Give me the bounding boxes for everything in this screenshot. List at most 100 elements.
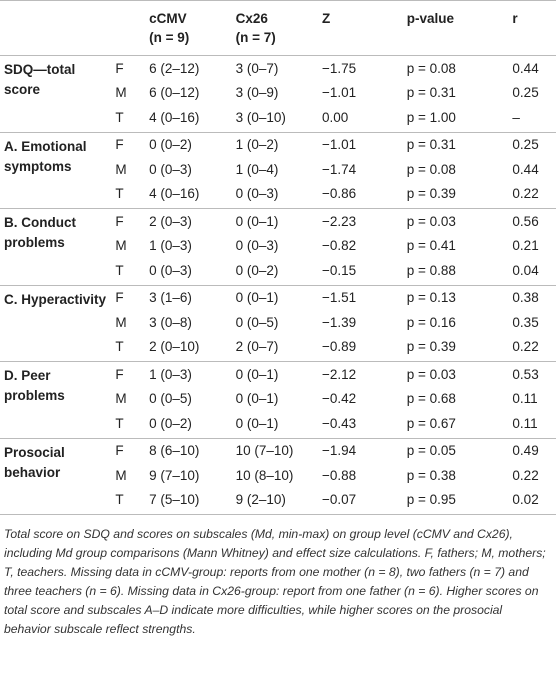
group-label: B. Conduct problems	[4, 215, 76, 250]
table-row: M 3 (0–8) 0 (0–5) −1.39 p = 0.16 0.35	[0, 310, 556, 335]
cell: 1 (0–3)	[149, 238, 192, 254]
rater: M	[115, 314, 127, 330]
table-row: T 7 (5–10) 9 (2–10) −0.07 p = 0.95 0.02	[0, 488, 556, 515]
table-row: M 0 (0–5) 0 (0–1) −0.42 p = 0.68 0.11	[0, 387, 556, 412]
cell: 0.25	[512, 137, 539, 153]
cell: −1.51	[321, 290, 357, 306]
cell: −0.07	[321, 492, 357, 508]
table-row: T 2 (0–10) 2 (0–7) −0.89 p = 0.39 0.22	[0, 335, 556, 362]
group-label: C. Hyperactivity	[4, 291, 107, 307]
cell: 0.11	[512, 415, 538, 431]
rater: F	[115, 443, 124, 459]
group-label: SDQ—total score	[4, 62, 76, 97]
table-row: B. Conduct problems F 2 (0–3) 0 (0–1) −2.23 p…	[0, 209, 556, 250]
cell: 2 (0–10)	[149, 339, 200, 355]
cell: 1 (0–2)	[235, 137, 279, 153]
cell: 0.04	[512, 262, 539, 278]
cell: 0 (0–1)	[235, 290, 279, 306]
row-group: SDQ—total score F 6 (2–12) 3 (0–7) −1.75 p = …	[0, 56, 556, 132]
cell: p = 0.39	[406, 186, 456, 202]
row-group: B. Conduct problems F 2 (0–3) 0 (0–1) −2.23 p…	[0, 209, 556, 285]
cell: 0 (0–1)	[235, 366, 279, 382]
table-row: M 0 (0–3) 1 (0–4) −1.74 p = 0.08 0.44	[0, 157, 556, 182]
cell: p = 0.95	[406, 492, 456, 508]
rater: F	[115, 137, 124, 153]
cell: 0 (0–2)	[149, 137, 192, 153]
table-footnote: Total score on SDQ and scores on subscal…	[4, 527, 546, 636]
cell: −0.89	[321, 339, 357, 355]
cell: p = 0.31	[406, 137, 456, 153]
cell: 0 (0–5)	[149, 391, 192, 407]
rater: T	[115, 262, 124, 278]
table-row: T 0 (0–2) 0 (0–1) −0.43 p = 0.67 0.11	[0, 411, 556, 438]
table-row: A. Emotional symptoms F 0 (0–2) 1 (0–2) −1.0…	[0, 132, 556, 173]
cell: 0 (0–3)	[235, 238, 279, 254]
cell: 0.22	[512, 186, 539, 202]
cell: 2 (0–3)	[149, 213, 192, 229]
table-row: M 1 (0–3) 0 (0–3) −0.82 p = 0.41 0.21	[0, 234, 556, 259]
cell: 9 (7–10)	[149, 467, 200, 483]
cell: 0 (0–1)	[235, 415, 279, 431]
cell: p = 0.67	[406, 415, 456, 431]
header-spacer	[111, 1, 137, 56]
row-group: A. Emotional symptoms F 0 (0–2) 1 (0–2) −1.0…	[0, 132, 556, 209]
cell: −0.88	[321, 467, 357, 483]
cell: 0 (0–2)	[149, 415, 192, 431]
cell: −1.75	[321, 60, 357, 76]
cell: 0.49	[512, 443, 539, 459]
table-row: C. Hyperactivity F 3 (1–6) 0 (0–1) −1.51 p = …	[0, 285, 556, 310]
column-subtitle: (n = 7)	[235, 30, 276, 45]
table-row: T 0 (0–3) 0 (0–2) −0.15 p = 0.88 0.04	[0, 258, 556, 285]
cell: p = 0.08	[406, 161, 456, 177]
rater: T	[115, 415, 124, 431]
cell: −0.15	[321, 262, 357, 278]
cell: −2.23	[321, 213, 357, 229]
row-group: Prosocial behavior F 8 (6–10) 10 (7–10) −1.9…	[0, 438, 556, 515]
cell: 9 (2–10)	[235, 492, 286, 508]
column-header: p-value	[395, 1, 509, 56]
cell: 0 (0–3)	[235, 186, 279, 202]
cell: 0.38	[512, 290, 539, 306]
cell: 0 (0–1)	[235, 391, 279, 407]
cell: 10 (8–10)	[235, 467, 294, 483]
cell: 0.02	[512, 492, 539, 508]
rater: M	[115, 85, 127, 101]
cell: 0.44	[512, 60, 539, 76]
cell: −1.94	[321, 443, 357, 459]
cell: 3 (0–9)	[235, 85, 279, 101]
table-row: M 9 (7–10) 10 (8–10) −0.88 p = 0.38 0.22	[0, 463, 556, 488]
cell: −1.74	[321, 161, 357, 177]
group-label: D. Peer problems	[4, 368, 65, 403]
cell: 6 (0–12)	[149, 85, 200, 101]
cell: –	[512, 109, 520, 125]
row-group: C. Hyperactivity F 3 (1–6) 0 (0–1) −1.51 p = …	[0, 285, 556, 362]
table-row: SDQ—total score F 6 (2–12) 3 (0–7) −1.75 p = …	[0, 56, 556, 97]
column-header: Z	[318, 1, 395, 56]
cell: 0.22	[512, 467, 539, 483]
cell: 3 (1–6)	[149, 290, 192, 306]
cell: p = 0.03	[406, 213, 456, 229]
cell: 3 (0–7)	[235, 60, 279, 76]
column-title: r	[512, 11, 518, 26]
cell: −2.12	[321, 366, 357, 382]
cell: 0.00	[321, 109, 349, 125]
cell: −1.39	[321, 314, 357, 330]
cell: 0.11	[512, 391, 538, 407]
cell: 4 (0–16)	[149, 109, 200, 125]
cell: p = 0.38	[406, 467, 456, 483]
column-header: Cx26 (n = 7)	[232, 1, 318, 56]
rater: T	[115, 339, 124, 355]
cell: p = 0.41	[406, 238, 456, 254]
table-row: D. Peer problems F 1 (0–3) 0 (0–1) −2.12 p = …	[0, 362, 556, 403]
group-label: Prosocial behavior	[4, 444, 65, 480]
rater: M	[115, 391, 127, 407]
cell: p = 0.39	[406, 339, 456, 355]
cell: 6 (2–12)	[149, 60, 200, 76]
cell: p = 0.68	[406, 391, 456, 407]
cell: −0.82	[321, 238, 357, 254]
rater: T	[115, 492, 124, 508]
cell: 0.56	[512, 213, 539, 229]
cell: 8 (6–10)	[149, 443, 200, 459]
